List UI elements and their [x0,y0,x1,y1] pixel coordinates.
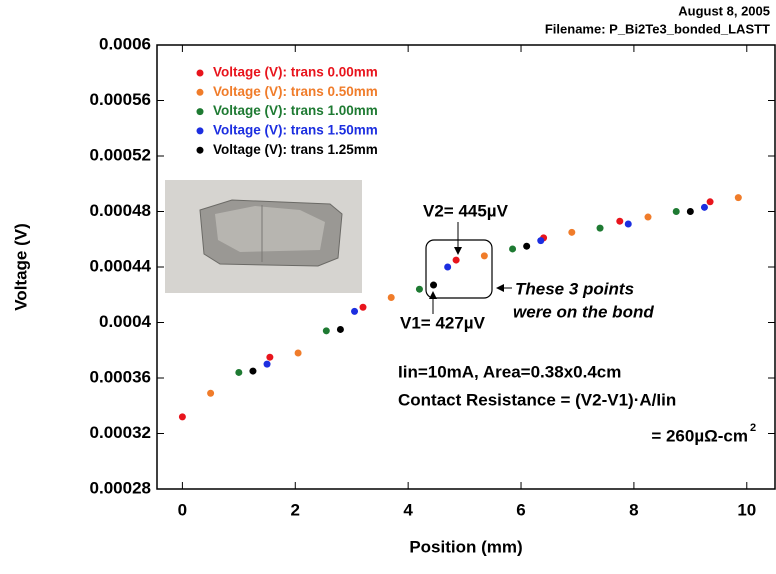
data-point [509,245,517,253]
y-tick-label: 0.0006 [99,34,151,53]
annotation-superscript: 2 [750,422,756,434]
data-point [616,217,624,225]
data-point [336,325,344,333]
y-tick-label: 0.00048 [90,201,151,220]
data-point [263,360,271,368]
data-point [415,285,423,293]
legend-label: Voltage (V): trans 1.00mm [213,103,378,118]
data-point [322,327,330,335]
legend-label: Voltage (V): trans 0.00mm [213,65,378,80]
data-point [734,194,742,202]
y-axis-label: Voltage (V) [11,223,30,311]
data-point [387,294,395,302]
header-date: August 8, 2005 [678,3,770,18]
x-tick-label: 0 [178,500,187,519]
data-point [294,349,302,357]
data-point [672,208,680,215]
data-point [444,263,452,271]
x-tick-label: 8 [629,500,638,519]
annotation-v2: V2= 445µV [423,201,509,220]
data-point [596,224,604,232]
data-point [249,367,257,375]
legend-label: Voltage (V): trans 0.50mm [213,84,378,99]
annotation-bond: were on the bond [513,302,654,321]
data-point [706,198,714,206]
data-point [235,368,243,376]
y-tick-label: 0.00056 [90,90,151,109]
header-filename: Filename: P_Bi2Te3_bonded_LASTT [545,21,770,36]
data-point [537,237,545,245]
legend-label: Voltage (V): trans 1.25mm [213,142,378,157]
data-point [523,242,531,250]
legend-marker [196,88,204,96]
data-point [359,303,367,311]
x-tick-label: 6 [516,500,525,519]
data-point [430,281,438,289]
x-axis-label: Position (mm) [409,537,522,556]
y-tick-label: 0.00032 [90,423,151,442]
data-point [686,208,694,215]
data-point [178,413,186,421]
y-tick-label: 0.00036 [90,367,151,386]
data-point [351,307,359,315]
x-tick-label: 10 [737,500,756,519]
legend-marker [196,146,204,154]
annotation-formula: Contact Resistance = (V2-V1)·A/Iin [398,390,676,409]
data-point [480,252,488,260]
y-tick-label: 0.00044 [90,256,152,275]
y-tick-label: 0.0004 [99,312,152,331]
x-tick-label: 4 [403,500,413,519]
data-point [207,389,215,397]
y-tick-label: 0.00052 [90,145,151,164]
data-point [568,228,576,236]
legend-label: Voltage (V): trans 1.50mm [213,122,378,137]
data-point [700,203,708,211]
bond-highlight [425,239,493,299]
y-tick-label: 0.00028 [90,478,151,497]
annotation-bond: These 3 points [515,279,634,298]
legend-marker [196,108,204,116]
x-tick-label: 2 [291,500,300,519]
legend-marker [196,69,204,77]
legend-marker [196,127,204,135]
annotation-v1: V1= 427µV [400,313,486,332]
annotation-conditions: Iin=10mA, Area=0.38x0.4cm [398,362,621,381]
annotation-result: = 260µΩ-cm [651,426,748,445]
data-point [452,256,460,264]
data-point [644,213,652,221]
data-point [266,353,274,361]
data-point [624,220,632,228]
sample-photo [165,180,362,293]
